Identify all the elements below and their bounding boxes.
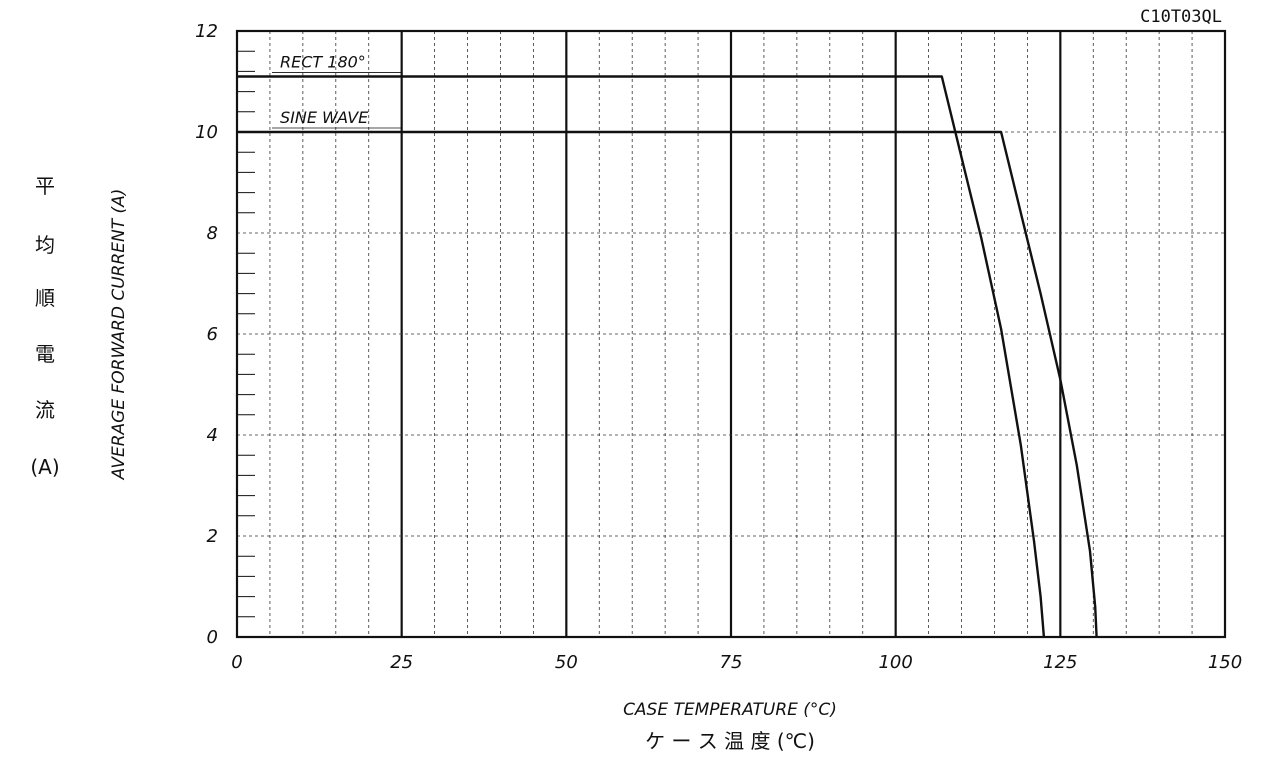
series-label: SINE WAVE [280,108,369,127]
series-label: RECT 180° [280,52,366,71]
x-tick-label: 50 [555,652,578,673]
y-axis-title: AVERAGE FORWARD CURRENT (A) [109,189,129,481]
y-tick-label: 10 [195,122,218,143]
x-tick-label: 125 [1043,652,1077,673]
x-tick-label: 75 [720,652,743,673]
plot-frame [235,29,1227,639]
y-tick-label: 0 [207,627,218,648]
y-axis-title-jp-char: 流 [35,398,55,422]
x-tick-label: 150 [1208,652,1242,673]
y-tick-label: 8 [207,223,218,244]
series-lines [237,75,1098,638]
series-line [237,130,1098,638]
series-line [237,75,1046,638]
y-axis-title-jp-char: 順 [35,286,55,310]
y-axis-title-jp-char: (A) [30,455,59,479]
y-tick-label: 6 [207,324,218,345]
x-axis-title-jp: ケ ー ス 温 度 (℃) [645,729,815,753]
y-axis-title-jp-char: 均 [35,233,55,257]
chart-code-label: C10T03QL [1140,7,1222,27]
grid [235,29,1227,639]
y-axis-title-jp-char: 電 [35,342,55,366]
x-tick-label: 0 [231,652,242,673]
y-axis-title-jp-char: 平 [35,174,55,198]
labels: 0 25 50 75 100 125 150 0 2 4 6 8 10 12 RECT 180° SINE W… [195,21,1242,673]
y-tick-label: 12 [195,21,218,42]
x-axis-title: CASE TEMPERATURE (°C) [623,700,837,720]
y-tick-label: 2 [207,526,218,547]
x-tick-label: 100 [878,652,912,673]
y-axis-title-jp: 平 均 順 電 流 (A) [30,174,59,479]
x-tick-label: 25 [390,652,413,673]
y-tick-label: 4 [207,425,218,446]
